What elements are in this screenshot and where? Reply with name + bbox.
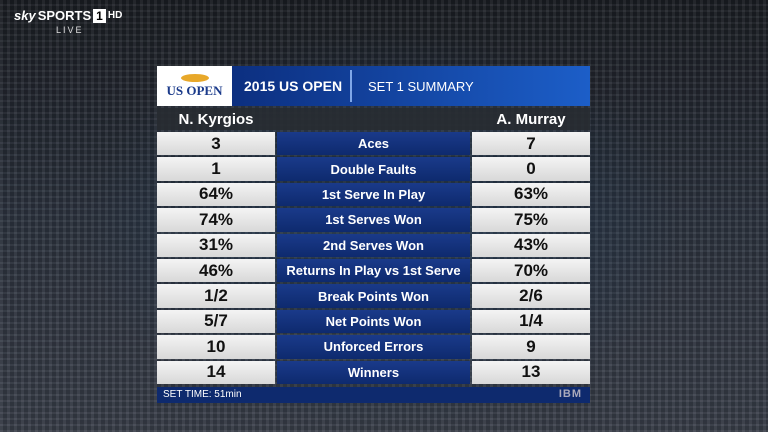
set-time: SET TIME: 51min: [163, 389, 242, 400]
event-logo: US OPEN: [157, 66, 232, 106]
brand: sky: [14, 8, 36, 23]
stat-right: 2/6: [472, 284, 590, 308]
stat-left: 10: [157, 335, 275, 359]
channel-logo: sky SPORTS 1 HD: [14, 8, 122, 23]
stat-left: 74%: [157, 208, 275, 232]
channel: SPORTS: [37, 8, 92, 23]
stat-left: 1/2: [157, 284, 275, 308]
stat-left: 31%: [157, 233, 275, 257]
stat-right: 63%: [472, 182, 590, 207]
stat-right: 75%: [472, 208, 590, 232]
live-label: LIVE: [56, 25, 84, 35]
stat-right: 7: [472, 132, 590, 156]
player-name: A. Murray: [496, 110, 566, 128]
stat-left: 64%: [157, 182, 275, 207]
channel-number: 1: [93, 8, 106, 23]
stat-right: 0: [472, 157, 590, 181]
stat-label: 1st Serves Won: [277, 208, 470, 232]
stat-left: 46%: [157, 259, 275, 283]
stat-left: 3: [157, 132, 275, 156]
divider: [350, 70, 352, 102]
stat-label: Double Faults: [277, 157, 470, 181]
summary-title: SET 1 SUMMARY: [368, 79, 474, 94]
stat-label: Break Points Won: [277, 284, 470, 308]
names-row: N. Kyrgios A. Murray: [157, 108, 590, 130]
stat-label: Winners: [277, 360, 470, 384]
stat-label: 1st Serve In Play: [277, 182, 470, 207]
event-name: 2015 US OPEN: [244, 78, 343, 94]
stat-label: Returns In Play vs 1st Serve: [277, 259, 470, 283]
header-band: 2015 US OPEN SET 1 SUMMARY: [232, 66, 590, 106]
logo-ball: [180, 74, 209, 82]
stat-left: 5/7: [157, 309, 275, 334]
stat-right: 70%: [472, 259, 590, 283]
stat-right: 43%: [472, 233, 590, 257]
stat-right: 13: [472, 360, 590, 384]
stat-right: 1/4: [472, 309, 590, 334]
sponsor: IBM: [558, 388, 582, 400]
hd: HD: [107, 10, 123, 21]
footer: SET TIME: 51min IBM: [157, 387, 590, 403]
stat-label: Net Points Won: [277, 309, 470, 334]
stat-label: 2nd Serves Won: [277, 233, 470, 257]
stat-label: Unforced Errors: [277, 335, 470, 359]
stat-right: 9: [472, 335, 590, 359]
player-name: N. Kyrgios: [178, 110, 254, 128]
stat-label: Aces: [277, 132, 470, 156]
logo-text: US OPEN: [166, 83, 223, 98]
stat-left: 14: [157, 360, 275, 384]
stat-left: 1: [157, 157, 275, 181]
